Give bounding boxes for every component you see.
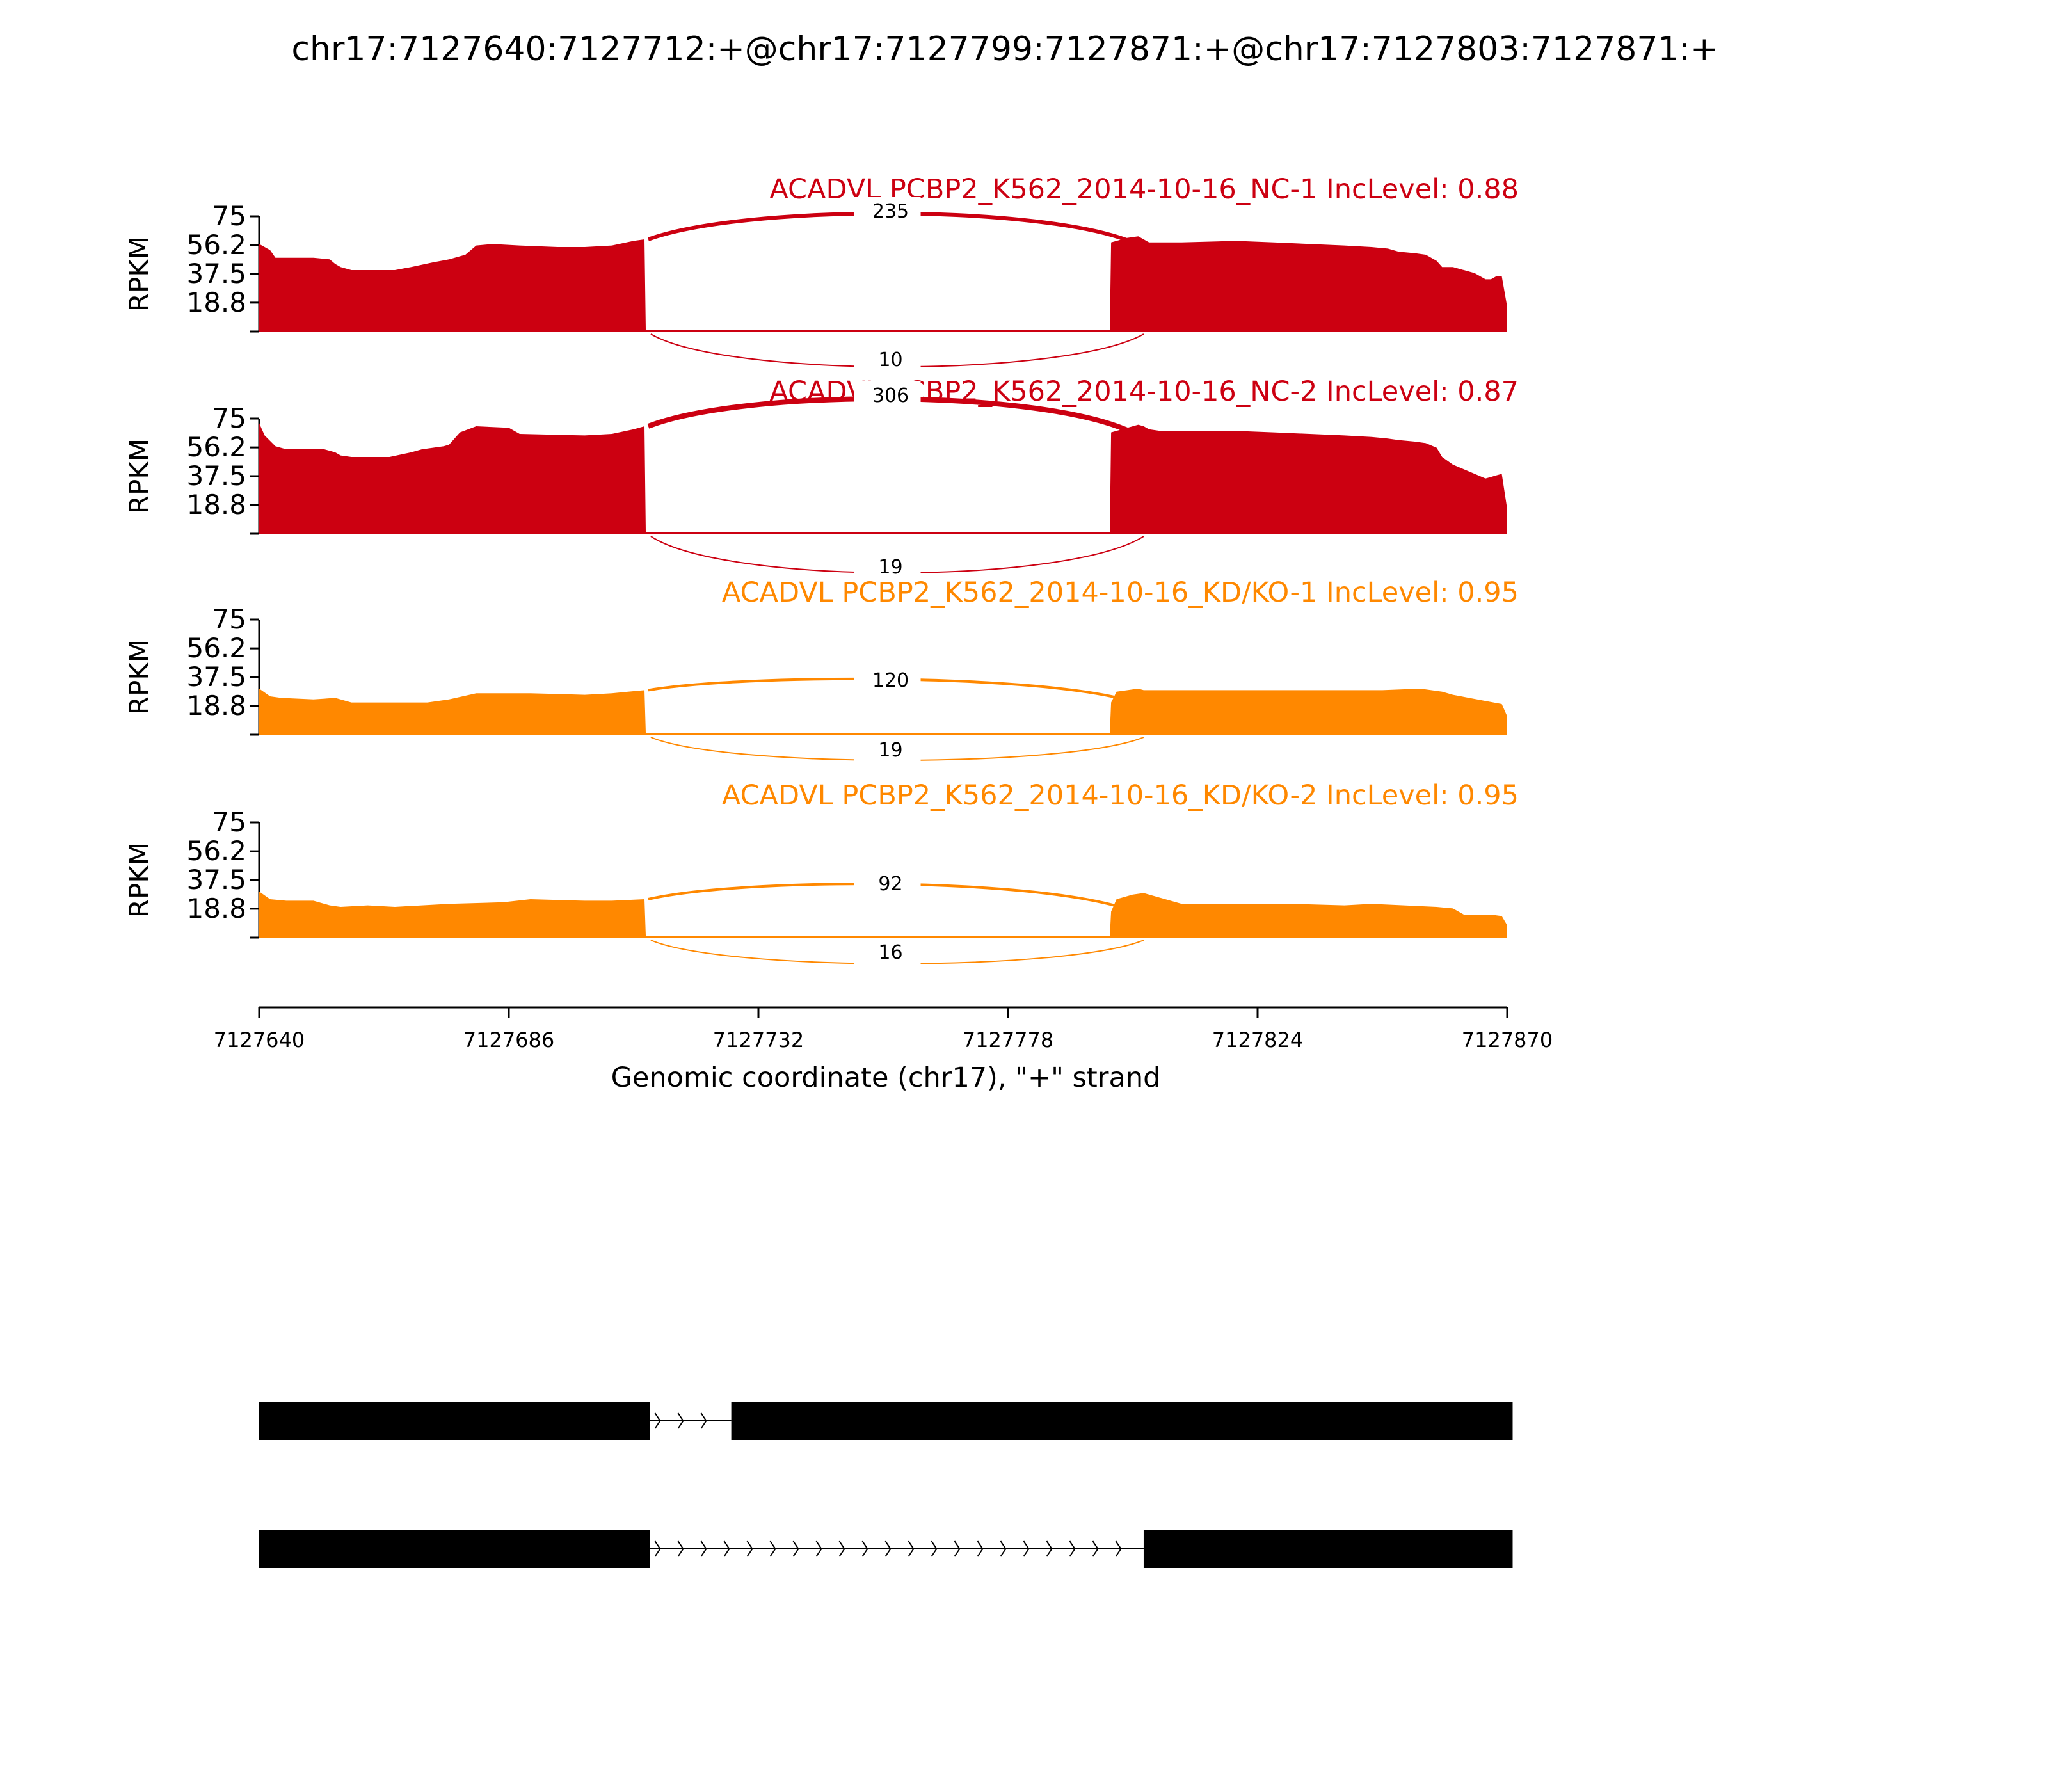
strand-chevron [954,1540,961,1557]
strand-chevron [861,1540,868,1557]
y-axis-label: RPKM [124,842,155,918]
y-tick-label: 56.2 [186,835,246,867]
strand-chevron [931,1540,938,1557]
strand-chevron [792,1540,799,1557]
sample-label: ACADVL PCBP2_K562_2014-10-16_KD/KO-2 Inc… [722,780,1519,812]
strand-chevron [1046,1540,1053,1557]
strand-chevron [700,1412,707,1429]
y-tick-label: 37.5 [186,460,246,492]
y-tick-label: 37.5 [186,661,246,692]
x-axis: 7127640 7127686 7127732 7127778 7127824 71278… [214,1006,1553,1052]
y-axis-label: RPKM [124,438,155,514]
coverage-area [259,236,1507,332]
x-tick-label: 7127778 [963,1028,1054,1052]
track-panel: ACADVL PCBP2_K562_2014-10-16_KD/KO-2 Inc… [124,780,1519,964]
strand-chevron [1092,1540,1099,1557]
coverage-area [259,689,1507,735]
junction-count-label: 92 [878,873,902,895]
y-tick-label: 18.8 [186,489,246,520]
junction-count-label: 10 [878,349,902,371]
y-tick-label: 75 [212,604,246,635]
coverage-area [259,423,1507,534]
strand-chevron [700,1540,707,1557]
strand-chevron [769,1540,776,1557]
junction-label-bg [854,346,921,371]
track-panels: ACADVL PCBP2_K562_2014-10-16_NC-1 IncLev… [124,173,1519,964]
strand-chevron [838,1540,845,1557]
y-tick-label: 18.8 [186,893,246,924]
y-tick-label: 56.2 [186,229,246,260]
y-tick-label: 75 [212,806,246,838]
strand-chevron [654,1412,661,1429]
y-tick-label: 56.2 [186,632,246,664]
strand-chevron [815,1540,822,1557]
x-tick-label: 7127870 [1462,1028,1553,1052]
sample-label: ACADVL PCBP2_K562_2014-10-16_KD/KO-1 Inc… [722,577,1519,609]
junction-count-label: 120 [872,669,909,692]
strand-chevron [884,1540,892,1557]
junction-label-bg [854,938,921,964]
isoform-model [259,1402,1513,1440]
exon-block [731,1402,1513,1440]
isoform-models [259,1402,1513,1568]
strand-chevron [654,1540,661,1557]
x-tick-label: 7127732 [713,1028,804,1052]
y-tick-label: 37.5 [186,864,246,895]
x-axis-label: Genomic coordinate (chr17), "+" strand [611,1062,1161,1094]
junction-count-label: 19 [878,556,902,579]
track-panel: ACADVL PCBP2_K562_2014-10-16_KD/KO-1 Inc… [124,577,1519,762]
junction-label-bg [854,736,921,762]
y-tick-label: 75 [212,403,246,434]
y-tick-label: 75 [212,200,246,232]
y-tick-label: 18.8 [186,287,246,318]
coverage-area [259,892,1507,938]
exon-block [259,1530,650,1568]
track-panel: ACADVL PCBP2_K562_2014-10-16_NC-1 IncLev… [124,173,1519,371]
junction-label-bg [854,197,921,223]
isoform-model [259,1530,1513,1568]
x-tick-label: 7127686 [463,1028,555,1052]
x-tick-label: 7127824 [1212,1028,1304,1052]
strand-chevron [1069,1540,1076,1557]
strand-chevron [1023,1540,1030,1557]
exon-block [259,1402,650,1440]
junction-label-bg [854,553,921,579]
strand-chevron [1000,1540,1007,1557]
y-tick-label: 37.5 [186,258,246,289]
y-tick-label: 56.2 [186,431,246,463]
y-axis-label: RPKM [124,639,155,715]
strand-chevron [677,1412,684,1429]
junction-count-label: 235 [872,200,909,223]
junction-label-bg [854,666,921,692]
track-panel: ACADVL PCBP2_K562_2014-10-16_NC-2 IncLev… [124,376,1519,579]
junction-label-bg [854,381,921,407]
strand-chevron [677,1540,684,1557]
junction-count-label: 19 [878,739,902,762]
strand-chevron [1115,1540,1122,1557]
y-tick-label: 18.8 [186,690,246,721]
junction-count-label: 306 [872,385,909,407]
strand-chevron [977,1540,984,1557]
exon-block [1143,1530,1513,1568]
strand-chevron [908,1540,915,1557]
figure-title: chr17:7127640:7127712:+@chr17:7127799:71… [291,30,1718,68]
y-axis-label: RPKM [124,236,155,312]
strand-chevron [746,1540,753,1557]
strand-chevron [723,1540,730,1557]
junction-count-label: 16 [878,941,902,964]
junction-label-bg [854,870,921,895]
x-tick-label: 7127640 [214,1028,305,1052]
